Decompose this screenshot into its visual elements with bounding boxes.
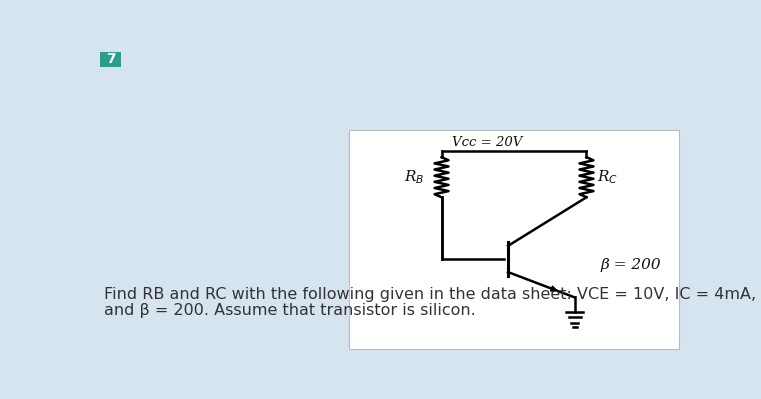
Text: R$_B$: R$_B$ — [404, 168, 425, 186]
FancyBboxPatch shape — [349, 130, 679, 349]
Text: R$_C$: R$_C$ — [597, 168, 619, 186]
FancyBboxPatch shape — [100, 52, 122, 67]
Text: Vcc = 20V: Vcc = 20V — [453, 136, 523, 149]
Text: and β = 200. Assume that transistor is silicon.: and β = 200. Assume that transistor is s… — [104, 303, 476, 318]
Polygon shape — [550, 286, 556, 291]
Text: 7: 7 — [106, 52, 116, 66]
Text: β = 200: β = 200 — [600, 258, 661, 272]
Text: Find RB and RC with the following given in the data sheet: VCE = 10V, IC = 4mA, : Find RB and RC with the following given … — [104, 287, 761, 302]
